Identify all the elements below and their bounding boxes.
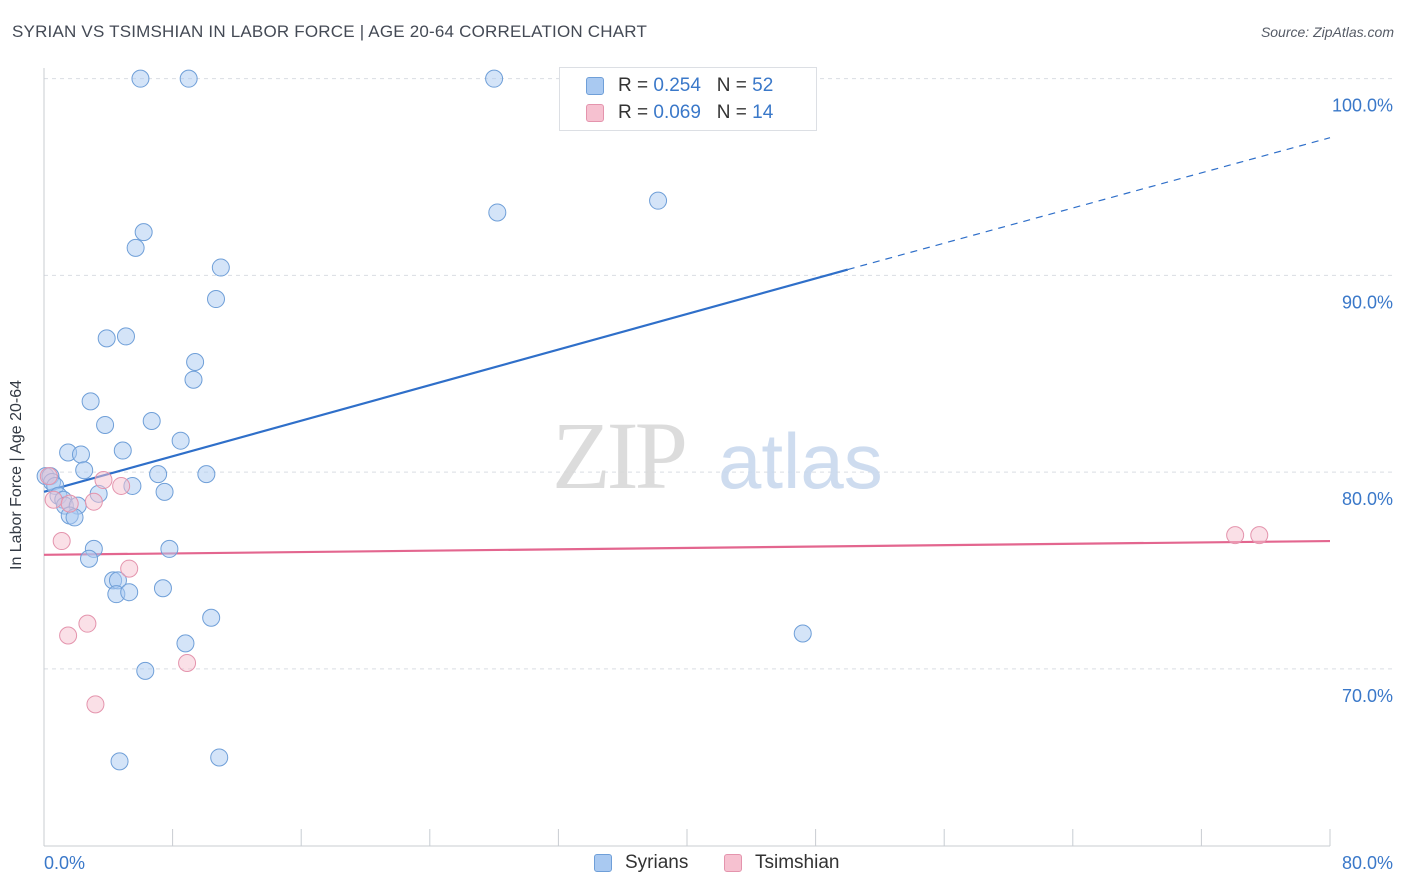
tsimshian-point: [112, 476, 131, 495]
y-tick-label: 80.0%: [1342, 489, 1393, 509]
syrians-point: [197, 465, 216, 484]
syrians-trend-line: [43, 268, 849, 493]
tsimshian-point: [44, 490, 63, 509]
legend-swatch-tsimshian: [586, 104, 604, 122]
syrians-points: [36, 69, 812, 771]
source-label: Source: ZipAtlas.com: [1260, 24, 1394, 40]
tsimshian-point: [60, 494, 79, 513]
syrians-point: [120, 583, 139, 602]
legend-swatch-syrians: [586, 77, 604, 95]
syrians-trend-extension: [847, 137, 1331, 271]
tsimshian-point: [178, 654, 197, 673]
tsimshian-points: [39, 467, 1269, 714]
syrians-point: [134, 223, 153, 242]
syrians-point: [176, 634, 195, 653]
y-tick-label: 100.0%: [1332, 96, 1393, 116]
syrians-point: [131, 69, 150, 88]
x-tick-label: 0.0%: [44, 853, 85, 873]
syrians-point: [116, 327, 135, 346]
legend-r-value: 0.254: [653, 75, 701, 96]
stats-legend: R = 0.254 N = 52 R = 0.069 N = 14: [559, 67, 817, 131]
syrians-point: [207, 290, 226, 309]
watermark-zip: ZIP: [552, 402, 685, 509]
syrians-point: [155, 482, 174, 501]
syrians-point: [96, 415, 115, 434]
watermark: ZIP atlas: [552, 402, 883, 509]
syrians-point: [113, 441, 132, 460]
syrians-point: [211, 258, 230, 277]
tsimshian-point: [39, 467, 58, 486]
grid-lines: [44, 78, 1392, 670]
syrians-point: [184, 370, 203, 389]
syrians-point: [485, 69, 504, 88]
tsimshian-point: [59, 626, 78, 645]
chart-title: SYRIAN VS TSIMSHIAN IN LABOR FORCE | AGE…: [12, 22, 648, 41]
legend-n-label: N =: [716, 75, 753, 96]
tsimshian-point: [52, 532, 71, 551]
y-tick-label: 70.0%: [1342, 686, 1393, 706]
syrians-point: [793, 624, 812, 643]
bottom-legend-label-tsimshian: Tsimshian: [755, 852, 840, 873]
bottom-legend-label-syrians: Syrians: [625, 852, 689, 873]
bottom-legend-swatch-syrians: [594, 854, 612, 872]
syrians-point: [97, 329, 116, 348]
tsimshian-point: [1250, 526, 1269, 545]
syrians-point: [171, 431, 190, 450]
legend-n-value: 14: [752, 102, 774, 123]
syrians-point: [210, 748, 229, 767]
x-tick-label: 80.0%: [1342, 853, 1393, 873]
legend-r-label: R =: [618, 75, 654, 96]
legend-r-value: 0.069: [653, 102, 701, 123]
syrians-point: [153, 579, 172, 598]
tsimshian-point: [120, 559, 139, 578]
legend-n-label: N =: [716, 102, 753, 123]
tsimshian-point: [78, 614, 97, 633]
syrians-point: [71, 445, 90, 464]
syrians-point: [136, 661, 155, 680]
tsimshian-point: [86, 695, 105, 714]
syrians-point: [75, 461, 94, 480]
legend-n-value: 52: [752, 75, 774, 96]
syrians-point: [488, 203, 507, 222]
syrians-point: [186, 352, 205, 371]
syrians-point: [149, 465, 168, 484]
syrians-point: [80, 549, 99, 568]
syrians-point: [179, 69, 198, 88]
tsimshian-point: [94, 471, 113, 490]
syrians-point: [649, 191, 668, 210]
y-tick-label: 90.0%: [1342, 292, 1393, 312]
legend-r-label: R =: [618, 102, 654, 123]
tsimshian-trend-line: [43, 539, 1331, 556]
tick-labels: 70.0% 80.0% 90.0% 100.0% 0.0% 80.0%: [44, 96, 1393, 873]
syrians-point: [126, 238, 145, 257]
bottom-legend-swatch-tsimshian: [724, 854, 742, 872]
trend-lines: [43, 137, 1331, 556]
syrians-point: [142, 412, 161, 431]
syrians-point: [160, 539, 179, 558]
syrians-point: [110, 752, 129, 771]
watermark-atlas: atlas: [718, 417, 883, 505]
syrians-point: [202, 608, 221, 627]
syrians-point: [81, 392, 100, 411]
axes: [43, 68, 1331, 847]
tsimshian-point: [1226, 526, 1245, 545]
tsimshian-point: [84, 492, 103, 511]
